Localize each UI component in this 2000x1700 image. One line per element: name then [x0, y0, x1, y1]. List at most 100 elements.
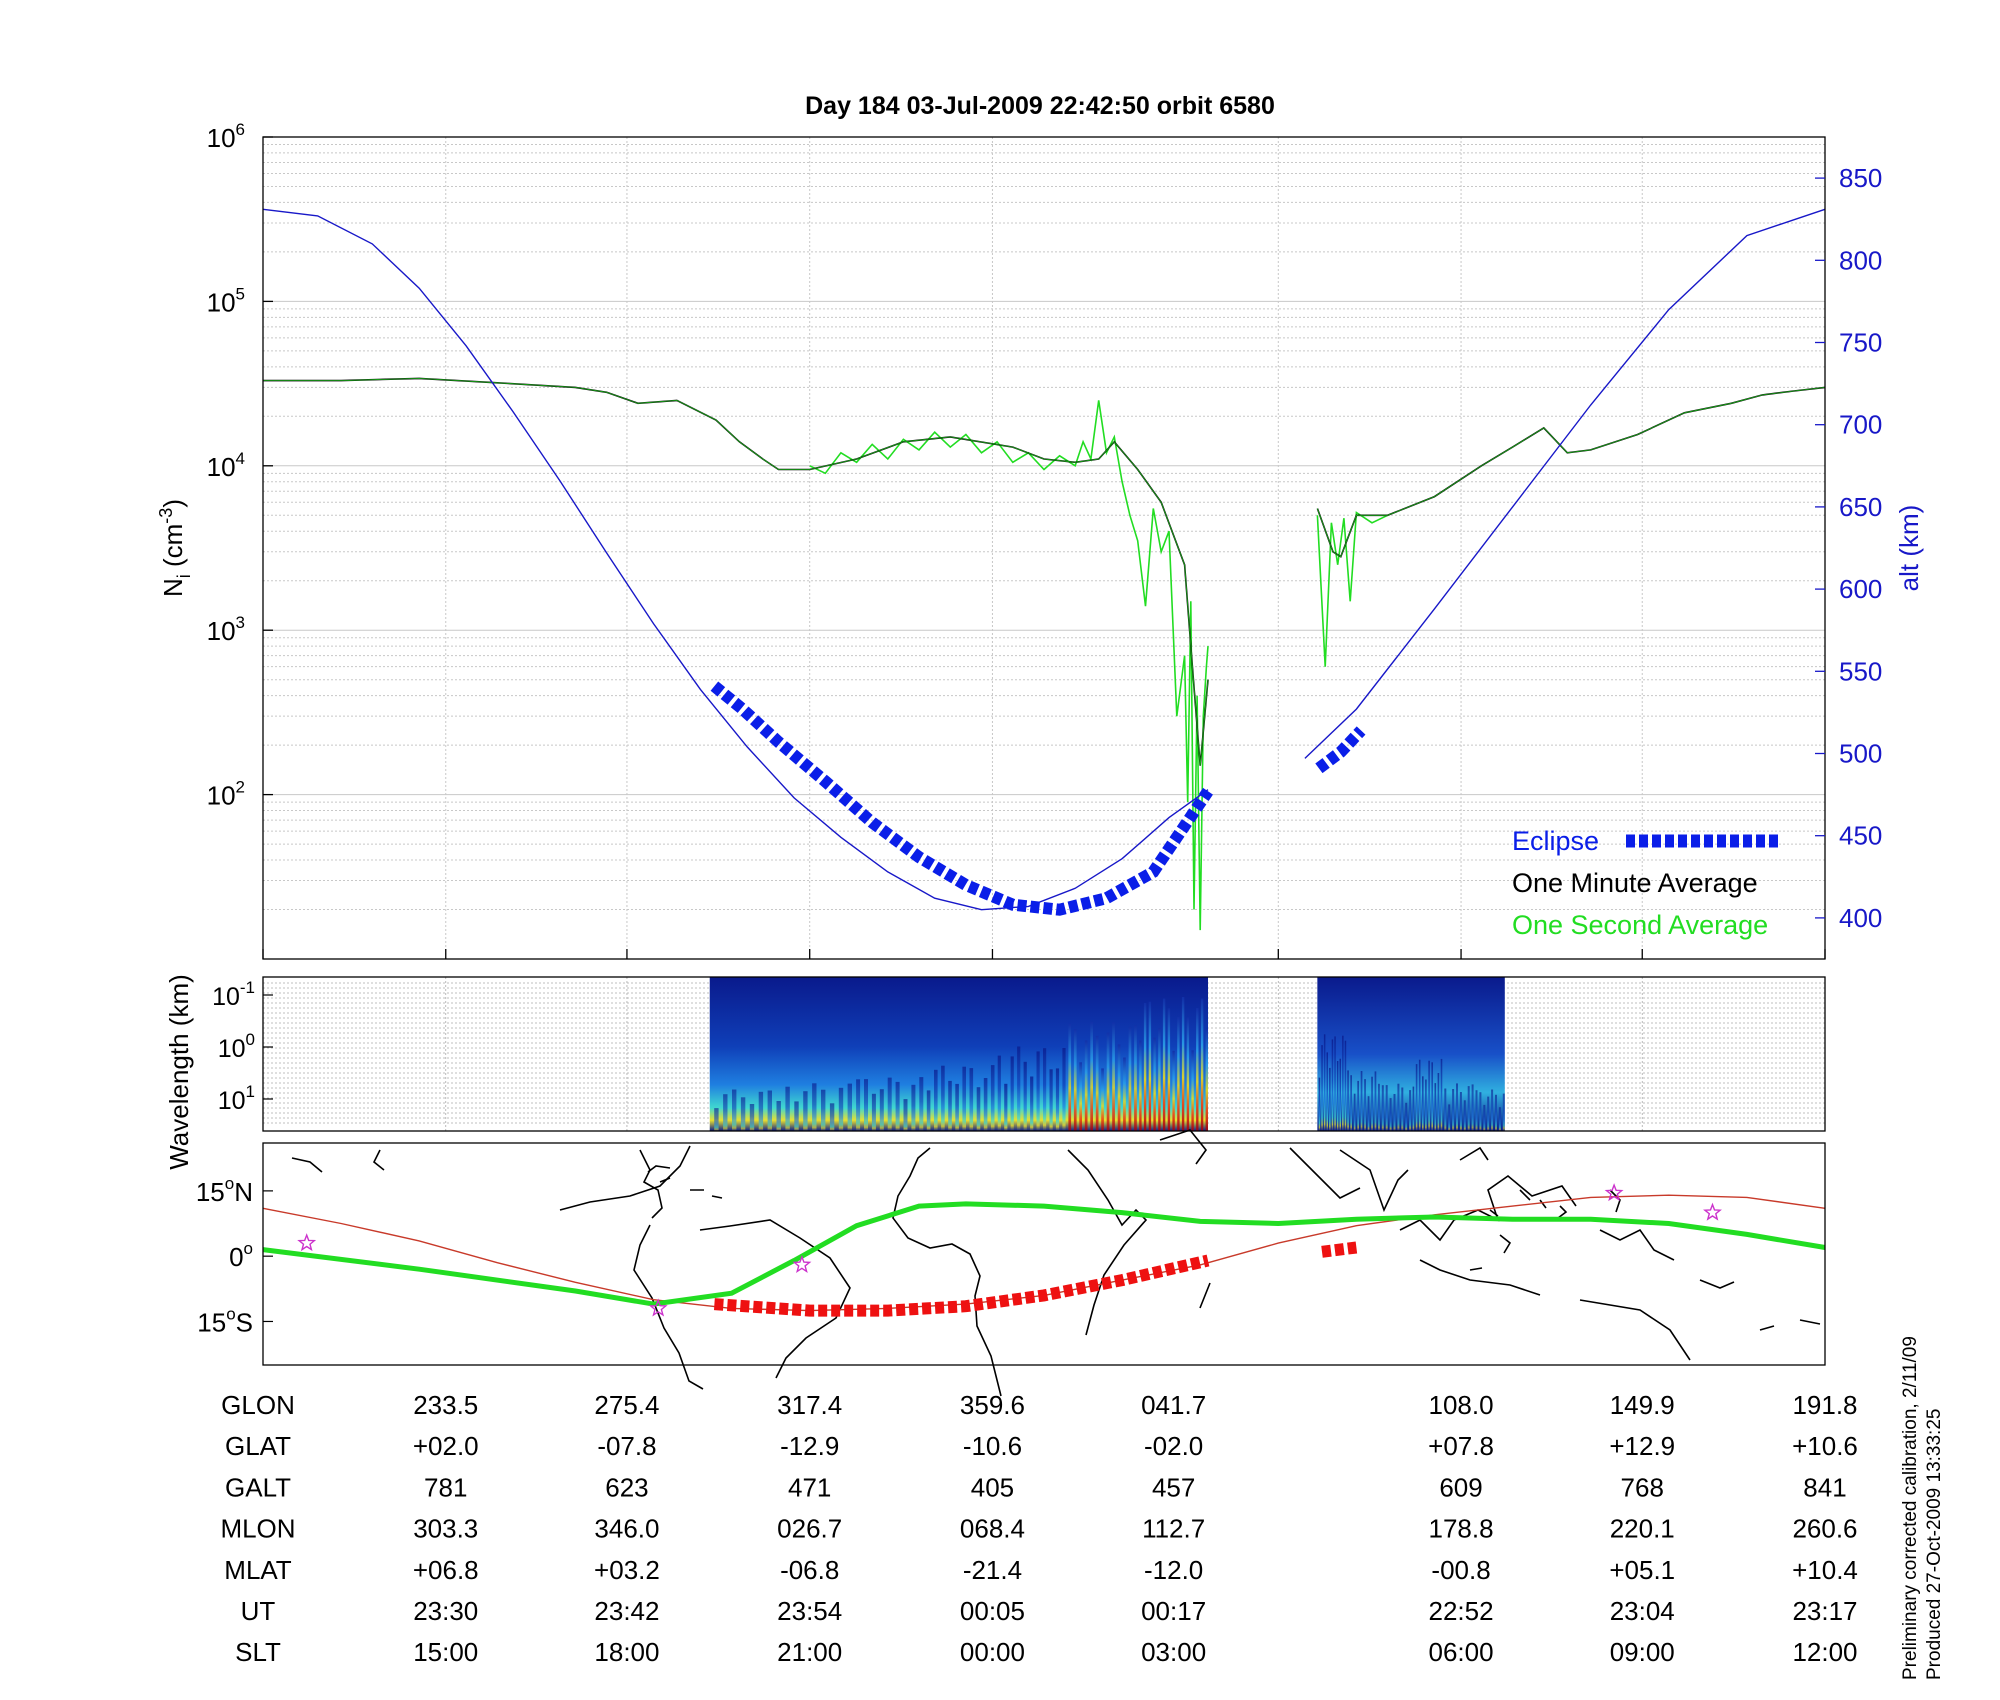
spectrogram-streak [1017, 1046, 1021, 1131]
spectrogram-streak [838, 1087, 844, 1131]
spectrogram-streak [1112, 1022, 1115, 1131]
table-cell: +03.2 [594, 1555, 660, 1585]
legend-eclipse-label: Eclipse [1512, 826, 1599, 856]
spectrogram-streak [856, 1079, 861, 1131]
lat-deg: o [226, 1304, 235, 1323]
spectrogram-streak [1483, 1104, 1486, 1131]
spectrogram-streak [1004, 1083, 1008, 1131]
spectrogram-streak [997, 1055, 1001, 1131]
one-second-average-line [809, 400, 1388, 931]
table-cell: 23:54 [777, 1596, 842, 1626]
spectrogram-streak [1200, 998, 1204, 1131]
spectrogram-streak [976, 1087, 981, 1131]
spectrogram-streak [1177, 1017, 1180, 1131]
table-cell: 108.0 [1429, 1390, 1494, 1420]
table-row-label: SLT [235, 1637, 281, 1667]
table-cell: 233.5 [413, 1390, 478, 1420]
spectrogram-streak [1106, 1032, 1110, 1131]
density-left-tick-label: 103 [207, 613, 245, 646]
table-cell: 457 [1152, 1472, 1195, 1502]
lat-hemi: N [234, 1177, 253, 1207]
orbit-info-table: GLON GLAT GALT MLON MLAT UT SLT 233.5 +02.0 781 30… [220, 1390, 1857, 1667]
altitude-tick-label: 550 [1839, 656, 1882, 686]
coastline-caribbean [647, 1165, 723, 1199]
table-cell: +05.1 [1609, 1555, 1675, 1585]
spectrogram-streak [1148, 1001, 1152, 1131]
spectrogram-streak [1339, 1058, 1341, 1131]
spectrogram-streak [776, 1101, 781, 1131]
table-cell: +12.9 [1609, 1431, 1675, 1461]
spectrogram-streak [1162, 998, 1166, 1131]
spectrogram-streak [723, 1094, 728, 1131]
spectrogram-streak [785, 1086, 790, 1131]
spectrogram-streak [1123, 1057, 1126, 1131]
tick-exp: 5 [236, 284, 245, 303]
density-y-label-unit-close: ) [158, 499, 188, 508]
spectrogram-streak [1364, 1079, 1366, 1131]
spectrogram-streak [1321, 1045, 1323, 1131]
table-cell: 275.4 [594, 1390, 659, 1420]
spectrogram-streak [941, 1065, 945, 1131]
spectrogram-streak [1448, 1104, 1451, 1131]
spectrogram-streak [1397, 1083, 1400, 1131]
spectrogram-streak [1475, 1090, 1478, 1131]
table-cell: 068.4 [960, 1514, 1025, 1544]
spectrogram-streak [1326, 1052, 1328, 1131]
spectrogram-streak [732, 1089, 737, 1131]
density-y-label: Ni (cm-3) [156, 499, 194, 597]
table-cell: 317.4 [777, 1390, 842, 1420]
tick-base: 10 [218, 1087, 246, 1115]
coastlines [291, 1129, 1821, 1397]
spectrogram-streak [1350, 1075, 1352, 1131]
spectrogram-streak [758, 1091, 764, 1131]
spectrogram-streak [911, 1084, 916, 1131]
table-cell: 21:00 [777, 1637, 842, 1667]
spectrogram-streak [1073, 1029, 1077, 1131]
spectrogram-streak [1440, 1058, 1443, 1131]
table-cell: -10.6 [963, 1431, 1022, 1461]
spectrogram-streak [1068, 1023, 1072, 1131]
spectrogram-streak [1428, 1060, 1430, 1131]
tick-base: 10 [212, 983, 240, 1011]
table-row-label: GLON [221, 1390, 295, 1420]
spectrogram-streak [803, 1091, 808, 1131]
table-cell: 220.1 [1610, 1514, 1675, 1544]
produced-date: Produced 27-Oct-2009 13:33:25 [1924, 1409, 1945, 1680]
chart-legend: Eclipse One Minute Average One Second Av… [1512, 826, 1778, 940]
spectrogram-streak [1367, 1096, 1370, 1131]
spectrogram-streak [1495, 1094, 1497, 1131]
spectrogram-streak [962, 1066, 966, 1131]
spectrogram-streak [926, 1090, 931, 1131]
spectrogram-streak [1329, 1067, 1331, 1131]
spectrogram-streak [1134, 1025, 1137, 1131]
spectrogram-streak [1167, 1008, 1171, 1131]
table-cell: +10.4 [1792, 1555, 1858, 1585]
spectrogram-streak [1434, 1083, 1437, 1131]
spectrogram-streak [1334, 1036, 1336, 1131]
spectrogram-streak [1023, 1061, 1027, 1131]
map-lat-tick-label: 15oS [197, 1304, 253, 1337]
map-lat-tick-label: 15oN [196, 1174, 253, 1207]
spectrogram-streak [903, 1099, 908, 1131]
spectrogram-streak [1323, 1034, 1326, 1131]
eclipse-ground-track [713, 1254, 1210, 1317]
tick-base: 10 [207, 123, 236, 153]
table-row-label: GLAT [225, 1431, 291, 1461]
density-left-tick-label: 104 [207, 449, 245, 482]
table-cell: 609 [1439, 1472, 1482, 1502]
density-panel-border [262, 136, 1826, 960]
spectrogram-streak [1186, 1017, 1190, 1131]
spectrogram-streak [969, 1068, 974, 1131]
density-y-label-unit-sup: -3 [156, 508, 176, 524]
spectrogram-streak [990, 1065, 995, 1131]
spectrogram-streak [767, 1090, 772, 1131]
density-grid [262, 137, 1826, 960]
tick-base: 10 [207, 287, 236, 317]
table-cell: 23:42 [594, 1596, 659, 1626]
spectrogram-streak [1049, 1069, 1053, 1131]
table-cell: -12.9 [780, 1431, 839, 1461]
table-cell: +02.0 [413, 1431, 479, 1461]
table-cell: 841 [1803, 1472, 1846, 1502]
magnetic-equator-line [262, 1201, 1826, 1307]
